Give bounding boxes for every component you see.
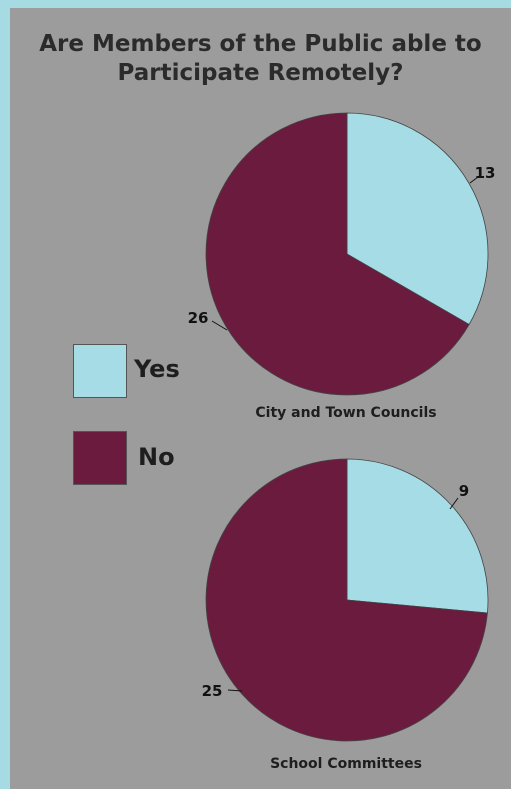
pie-slice-yes: [346, 458, 489, 614]
title-line-1: Are Members of the Public able to: [39, 31, 482, 57]
value-label-no: 25: [202, 682, 223, 700]
leader-line-no: [211, 320, 228, 331]
legend-label-no: No: [138, 443, 175, 471]
value-label-yes: 13: [475, 164, 496, 182]
legend-label-yes: Yes: [134, 355, 180, 383]
pie-slice-no: [205, 112, 470, 396]
pie-slice-no: [205, 458, 488, 742]
pie-slice-yes: [346, 112, 489, 326]
value-label-no: 26: [188, 309, 209, 327]
legend-swatch-no: [73, 431, 127, 485]
leader-line-no: [227, 689, 243, 692]
pie-school-committees: 9 25: [202, 458, 489, 742]
caption-school-committees: School Committees: [270, 756, 422, 772]
caption-city-town-councils: City and Town Councils: [255, 405, 437, 421]
chart-title: Are Members of the Public able to Partic…: [10, 30, 511, 88]
leader-line-yes: [469, 176, 479, 184]
title-line-2: Participate Remotely?: [117, 60, 404, 86]
value-label-yes: 9: [459, 482, 469, 500]
pie-city-town-councils: 13 26: [188, 112, 496, 396]
legend-swatch-yes: [73, 344, 127, 398]
leader-line-yes: [449, 497, 459, 510]
